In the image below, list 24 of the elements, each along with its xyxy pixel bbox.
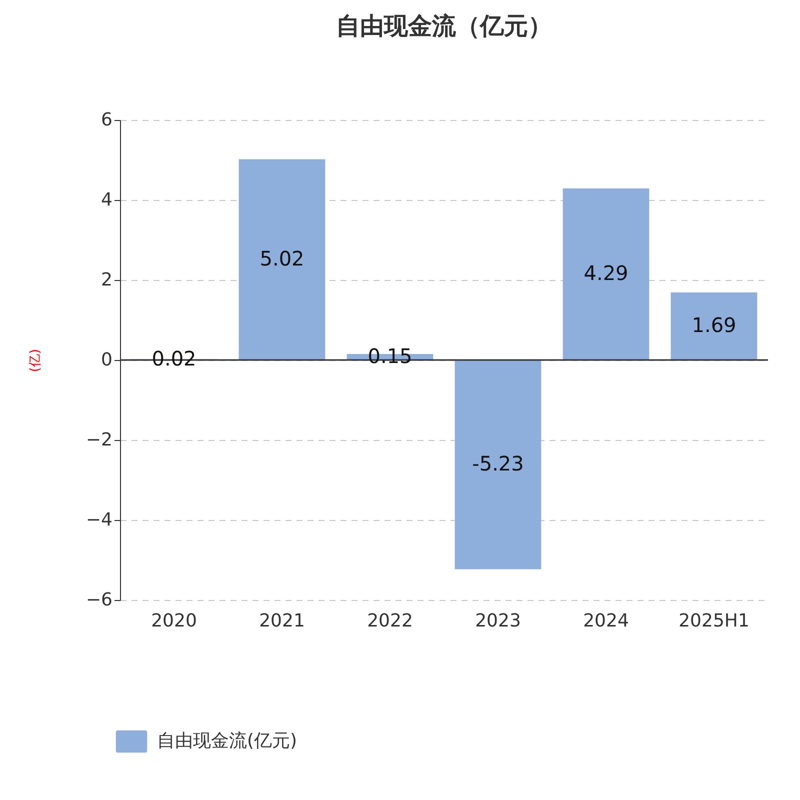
x-tick-label: 2022 xyxy=(367,610,413,632)
x-tick-label: 2024 xyxy=(583,610,629,632)
y-tick-label: 2 xyxy=(101,270,112,290)
bar xyxy=(562,188,650,360)
y-tick-label: −2 xyxy=(86,430,112,450)
bar xyxy=(454,360,542,570)
x-tick-label: 2021 xyxy=(259,610,305,632)
y-tick-label: 0 xyxy=(101,350,112,370)
y-tick-label: 6 xyxy=(101,110,112,130)
legend-label: 自由现金流(亿元) xyxy=(157,730,298,752)
data-label: 5.02 xyxy=(260,246,304,271)
x-tick-label: 2020 xyxy=(151,610,197,632)
data-label: 4.29 xyxy=(584,261,628,286)
data-label: -5.23 xyxy=(472,452,524,476)
data-label: 1.69 xyxy=(692,313,736,338)
chart-title: 自由现金流（亿元） xyxy=(336,12,552,40)
bar xyxy=(670,292,758,360)
y-tick-label: 4 xyxy=(101,190,112,210)
x-tick-label: 2025H1 xyxy=(678,610,750,632)
y-tick-label: −4 xyxy=(86,510,112,530)
bar xyxy=(238,159,326,360)
y-axis-title: (亿) xyxy=(28,348,43,372)
x-tick-label: 2023 xyxy=(475,610,521,632)
y-tick-label: −6 xyxy=(86,590,112,610)
